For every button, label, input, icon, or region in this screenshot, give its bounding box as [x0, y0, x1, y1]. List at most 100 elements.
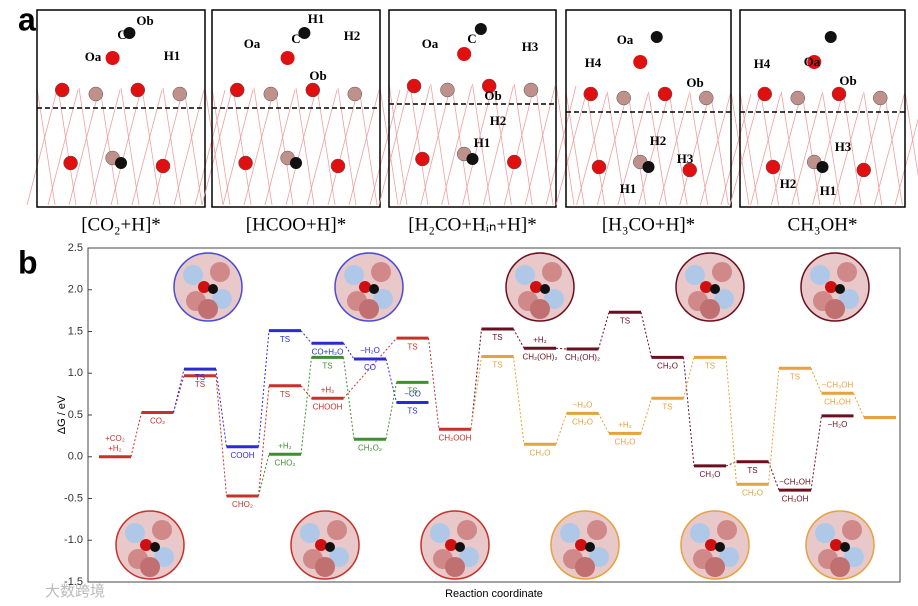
inset-atom	[700, 299, 720, 319]
level-label: TS	[407, 407, 417, 416]
inset-atom	[717, 520, 737, 540]
inset-atom	[835, 284, 845, 294]
y-tick-label: 2.0	[68, 284, 83, 296]
inset-atom	[837, 262, 857, 282]
lattice-bond	[689, 91, 709, 206]
level-label: TS	[407, 342, 417, 351]
level-label: CO+H₂O	[312, 347, 344, 356]
atom	[633, 55, 648, 69]
lattice-bond	[586, 91, 606, 206]
inset-atom	[329, 547, 349, 567]
level-label: CHOOH	[313, 402, 343, 411]
inset-atom	[183, 265, 203, 285]
level-note: +H₂	[618, 420, 632, 429]
inset-atom	[315, 557, 335, 577]
connector	[555, 413, 567, 445]
lattice-bond	[534, 83, 554, 206]
lattice-bond	[709, 91, 729, 206]
inset-atom	[844, 547, 864, 567]
y-tick-label: -0.5	[64, 492, 83, 504]
lattice-bond	[873, 93, 905, 206]
inset-atom	[530, 281, 542, 293]
atom	[523, 82, 539, 98]
panel-label: b	[18, 244, 38, 280]
atom-label: H3	[835, 139, 852, 154]
connector	[513, 356, 525, 445]
lattice-bond	[822, 91, 841, 206]
inset-atom	[540, 284, 550, 294]
inset-atom	[515, 265, 535, 285]
lattice-bond	[348, 89, 380, 206]
structure-frame	[739, 9, 906, 208]
inset-atom	[369, 284, 379, 294]
inset-atom	[208, 284, 218, 294]
lattice-bond	[110, 89, 142, 206]
inset-atom	[359, 281, 371, 293]
atom-label: Oa	[804, 54, 821, 69]
structure-frame	[388, 9, 557, 208]
lattice-bond	[462, 85, 493, 206]
inset-atom	[125, 523, 145, 543]
connector	[725, 357, 737, 485]
level-label: TS	[322, 361, 332, 370]
atom-label: H4	[754, 56, 771, 71]
lattice-bond	[606, 91, 626, 206]
lattice-bond	[47, 89, 79, 206]
connector	[215, 375, 227, 497]
inset-atom	[587, 520, 607, 540]
lattice-bond	[399, 85, 431, 206]
level-label: CH₂(OH)₂	[565, 353, 600, 362]
lattice-bond	[264, 89, 296, 206]
atom	[824, 31, 837, 43]
atom	[298, 27, 311, 39]
lattice-bond	[131, 89, 163, 206]
y-tick-label: -1.0	[64, 534, 83, 546]
atom	[765, 159, 781, 175]
level-note: +H₂	[108, 444, 122, 453]
atom	[305, 82, 321, 98]
connector	[683, 357, 695, 399]
connector	[343, 357, 355, 440]
inset-atom	[810, 265, 830, 285]
structure-frame	[36, 9, 206, 208]
atom	[616, 90, 631, 106]
structure-frame	[565, 9, 732, 208]
lattice-bond	[894, 118, 918, 206]
atom	[88, 86, 104, 102]
inset-atom	[198, 299, 218, 319]
inset-atom	[154, 547, 174, 567]
lattice-bond	[295, 87, 315, 206]
connector	[258, 385, 270, 497]
inset-atom	[140, 557, 160, 577]
y-tick-label: -1.5	[64, 576, 83, 588]
inset-atom	[457, 520, 477, 540]
inset-atom	[459, 547, 479, 567]
level-label: CH₂O	[657, 361, 678, 370]
lattice-bond	[201, 89, 233, 206]
lattice-bond	[183, 87, 203, 206]
lattice-bond	[904, 91, 918, 177]
atom	[682, 162, 697, 178]
level-label: CH₂(OH)₂	[522, 352, 557, 361]
connector	[470, 356, 482, 430]
atom	[650, 31, 663, 43]
y-axis-label: ΔG / eV	[56, 395, 68, 434]
lattice-bond	[204, 87, 224, 206]
level-label: TS	[620, 316, 630, 325]
inset-atom	[315, 539, 327, 551]
atom-label: C	[467, 31, 476, 46]
lattice-bond	[555, 83, 575, 206]
lattice-bond	[555, 93, 587, 206]
inset-atom	[830, 557, 850, 577]
lattice-bond	[358, 87, 378, 206]
inset-atom	[715, 542, 725, 552]
atom-label: Ob	[136, 13, 153, 28]
level-label: CH₂O	[615, 437, 636, 446]
level-label: CH₃O	[699, 470, 720, 479]
inset-atom	[445, 557, 465, 577]
y-tick-label: 1.5	[68, 325, 83, 337]
lattice-bond	[503, 85, 535, 206]
atom-label: Ob	[484, 88, 501, 103]
inset-atom	[575, 557, 595, 577]
level-label: TS	[195, 373, 205, 382]
